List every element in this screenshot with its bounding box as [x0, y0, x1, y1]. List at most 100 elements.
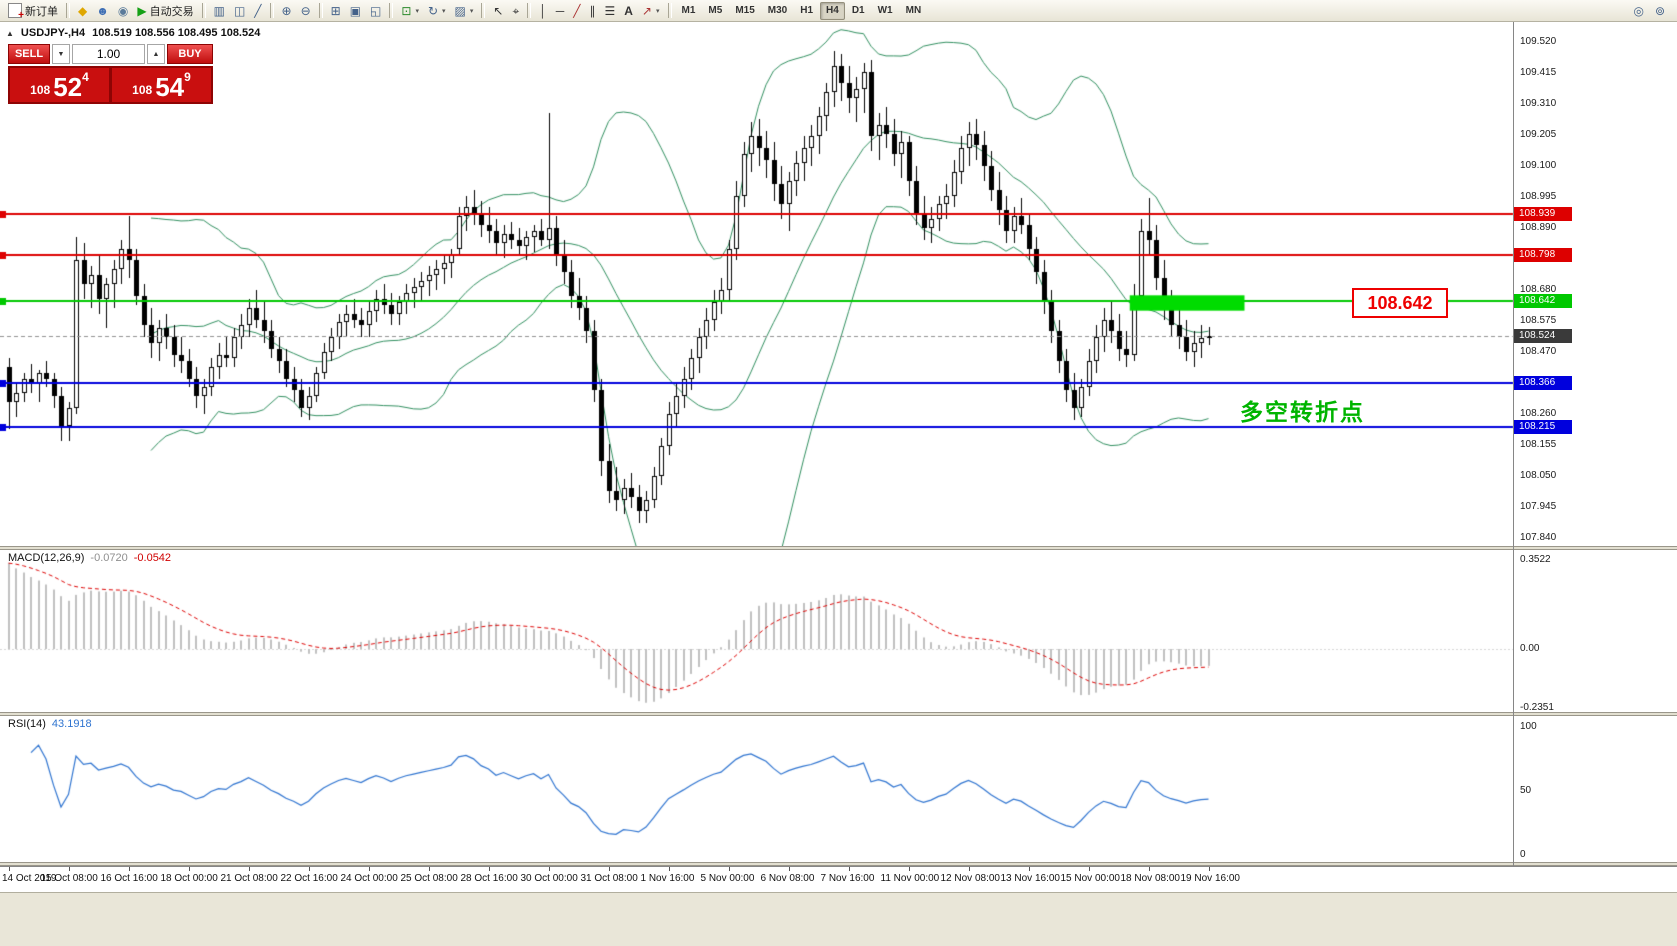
toolbar-separator [66, 3, 70, 18]
price-axis-border [1513, 22, 1514, 866]
timeframe-d1[interactable]: D1 [846, 2, 871, 20]
timeframe-m1[interactable]: M1 [676, 2, 702, 20]
toolbar-separator [389, 3, 394, 18]
indicators-button[interactable]: ⊞ [327, 1, 345, 21]
price-axis-label: 108.680 [1520, 284, 1557, 295]
panel-separator[interactable] [0, 712, 1677, 716]
sell-price-point: 4 [82, 70, 89, 84]
time-axis-tick [609, 867, 610, 871]
timeframe-m15[interactable]: M15 [729, 2, 760, 20]
fibonacci-button[interactable]: ☰ [600, 1, 619, 21]
timeframe-mn[interactable]: MN [900, 2, 928, 20]
time-axis-label: 28 Oct 16:00 [460, 873, 518, 884]
price-tag: 108.939 [1514, 206, 1572, 221]
cascade-windows-button[interactable]: ◱ [366, 1, 385, 21]
time-axis-label: 7 Nov 16:00 [820, 873, 875, 884]
candlestick-chart-button[interactable]: ◫ [230, 1, 249, 21]
arrows-tool-button[interactable]: ↗ ▾ [638, 1, 664, 21]
time-axis-tick [9, 867, 10, 871]
support-button[interactable]: ◉ [114, 1, 132, 21]
autotrading-label: 自动交易 [149, 5, 194, 18]
one-click-panel-toggle-icon[interactable]: ▲ [6, 28, 14, 38]
vertical-line-icon: │ [539, 3, 547, 18]
time-axis-label: 15 Nov 00:00 [1060, 873, 1121, 884]
chart-zoom-button[interactable]: ⊚ [1651, 1, 1669, 21]
metaeditor-button[interactable]: ◆ [74, 1, 91, 21]
timeframe-h1[interactable]: H1 [794, 2, 819, 20]
text-icon: A [624, 3, 633, 18]
turning-point-note[interactable]: 多空转折点 [1240, 399, 1365, 425]
price-axis-label: 109.415 [1520, 67, 1557, 78]
search-icon: ◎ [1633, 3, 1644, 18]
price-chart-canvas[interactable] [0, 22, 1677, 546]
time-axis-tick [909, 867, 910, 871]
community-button[interactable]: ☻ [92, 1, 113, 21]
price-tag: 108.524 [1514, 329, 1572, 344]
line-chart-button[interactable]: ╱ [250, 1, 265, 21]
timeframe-m5[interactable]: M5 [702, 2, 728, 20]
lot-size-input[interactable] [72, 44, 145, 64]
timeframe-m30[interactable]: M30 [762, 2, 793, 20]
time-axis-tick [489, 867, 490, 871]
autotrading-button[interactable]: ▶ 自动交易 [133, 1, 197, 21]
cursor-icon: ↖ [493, 3, 504, 18]
search-button[interactable]: ◎ [1629, 1, 1647, 21]
time-axis-label: 14 Oct 2019 [2, 873, 57, 884]
vertical-line-button[interactable]: │ [535, 1, 551, 21]
price-axis-label: 107.840 [1520, 532, 1557, 543]
sell-price-display[interactable]: 108 52 4 [10, 68, 109, 102]
chart-cycle-button[interactable]: ↻ ▾ [424, 1, 450, 21]
sell-price-pips: 52 [53, 72, 83, 102]
rsi-value: 43.1918 [51, 718, 92, 730]
new-chart-button[interactable]: ⊡ ▾ [397, 1, 423, 21]
time-axis-tick [729, 867, 730, 871]
zoom-out-button[interactable]: ⊖ [297, 1, 315, 21]
rsi-scale-label: 0 [1520, 849, 1526, 860]
time-axis-tick [1149, 867, 1150, 871]
time-axis-label: 6 Nov 08:00 [760, 873, 815, 884]
zoom-in-button[interactable]: ⊕ [278, 1, 296, 21]
timeframe-w1[interactable]: W1 [872, 2, 899, 20]
spin-up-icon: ▲ [152, 50, 160, 58]
horizontal-line-icon: ─ [555, 3, 565, 18]
timeframe-h4[interactable]: H4 [820, 1, 845, 20]
price-axis-label: 108.995 [1520, 191, 1557, 202]
new-order-button[interactable]: 新订单 [4, 1, 62, 21]
price-axis-label: 108.260 [1520, 408, 1557, 419]
buy-price-display[interactable]: 108 54 9 [112, 68, 211, 102]
buy-button[interactable]: BUY [167, 44, 213, 64]
time-axis[interactable] [0, 866, 1677, 892]
price-axis-label: 108.155 [1520, 439, 1557, 450]
tile-windows-button[interactable]: ▣ [346, 1, 365, 21]
templates-button[interactable]: ▨ ▾ [451, 1, 478, 21]
main-toolbar: 新订单 ◆ ☻ ◉ ▶ 自动交易 ▥ ◫ ╱ ⊕ ⊖ ⊞ ▣ ◱ ⊡▾ ↻▾ ▨… [0, 0, 1677, 22]
rsi-panel-canvas[interactable] [0, 716, 1677, 862]
crosshair-button[interactable]: ⌖ [508, 1, 523, 21]
toolbar-separator [527, 3, 532, 18]
text-tool-button[interactable]: A [620, 1, 637, 21]
lot-decrease-button[interactable]: ▼ [52, 44, 70, 64]
time-axis-label: 18 Nov 08:00 [1120, 873, 1181, 884]
fibonacci-icon: ☰ [604, 3, 616, 18]
panel-separator[interactable] [0, 862, 1677, 866]
trendline-button[interactable]: ╱ [569, 1, 584, 21]
horizontal-line-button[interactable]: ─ [552, 1, 569, 21]
macd-scale-label: -0.2351 [1520, 702, 1554, 714]
sell-button[interactable]: SELL [8, 44, 50, 64]
toolbar-right-group: ◎ ⊚ [1629, 1, 1673, 21]
time-axis-label: 25 Oct 08:00 [400, 873, 458, 884]
trade-controls-row: SELL ▼ ▲ BUY [8, 44, 213, 64]
channel-button[interactable]: ∥ [585, 1, 599, 21]
new-order-icon [8, 3, 24, 21]
panel-separator[interactable] [0, 546, 1677, 550]
macd-scale-label: 0.3522 [1520, 554, 1551, 565]
macd-panel-canvas[interactable] [0, 550, 1677, 712]
cursor-button[interactable]: ↖ [489, 1, 507, 21]
autotrading-play-icon: ▶ [137, 3, 147, 18]
lot-increase-button[interactable]: ▲ [147, 44, 165, 64]
bar-chart-button[interactable]: ▥ [210, 1, 229, 21]
price-callout[interactable]: 108.642 [1352, 288, 1448, 318]
time-axis-label: 13 Nov 16:00 [1000, 873, 1061, 884]
trendline-icon: ╱ [573, 3, 581, 18]
